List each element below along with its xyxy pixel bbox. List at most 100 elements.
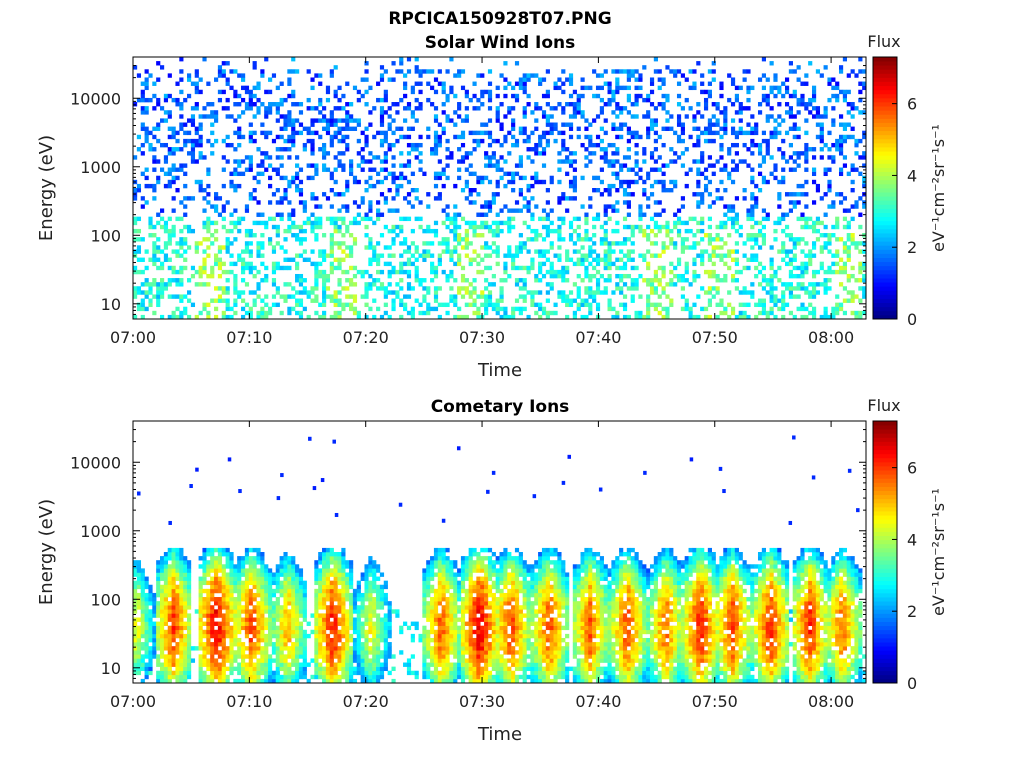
heatmap-cell <box>464 245 469 250</box>
heatmap-cell <box>823 306 828 312</box>
heatmap-cell <box>187 245 192 250</box>
heatmap-cell <box>788 257 793 262</box>
heatmap-cell <box>846 245 851 250</box>
heatmap-cell <box>746 85 751 91</box>
heatmap-cell <box>233 147 238 152</box>
heatmap-cell <box>792 237 797 242</box>
heatmap-cell <box>349 233 354 238</box>
heatmap-cell <box>210 654 215 659</box>
heatmap-cell <box>449 269 454 275</box>
heatmap-cell <box>202 196 207 201</box>
heatmap-cell <box>734 167 739 172</box>
heatmap-cell <box>723 106 728 111</box>
heatmap-cell <box>646 204 651 209</box>
heatmap-cell <box>260 580 265 586</box>
heatmap-cell <box>804 102 809 107</box>
heatmap-cell <box>302 204 307 209</box>
heatmap-cell <box>148 662 153 667</box>
heatmap-cell <box>295 233 300 238</box>
heatmap-cell <box>819 155 824 160</box>
heatmap-cell <box>541 261 547 267</box>
colorbar-swatch <box>873 306 897 312</box>
heatmap-cell <box>202 674 207 680</box>
heatmap-cell <box>179 298 184 303</box>
y-tick-label: 1000 <box>80 158 121 177</box>
heatmap-cell <box>341 163 346 168</box>
heatmap-cell <box>622 200 628 205</box>
heatmap-cell <box>260 678 265 684</box>
colorbar-swatch <box>873 302 897 308</box>
heatmap-cell <box>476 224 481 230</box>
heatmap-cell <box>144 621 149 626</box>
heatmap-cell <box>619 183 624 189</box>
heatmap-cell <box>738 85 743 91</box>
heatmap-cell <box>376 171 381 177</box>
heatmap-cell <box>256 670 261 676</box>
heatmap-cell <box>298 290 304 295</box>
heatmap-cell <box>136 228 142 234</box>
heatmap-cell <box>406 69 412 74</box>
heatmap-cell <box>233 666 238 672</box>
heatmap-cell <box>445 216 450 222</box>
heatmap-cell <box>214 118 219 123</box>
heatmap-cell <box>248 102 253 107</box>
heatmap-cell <box>622 253 628 258</box>
heatmap-cell <box>133 601 138 606</box>
heatmap-cell <box>160 597 165 602</box>
heatmap-cell <box>727 253 732 258</box>
heatmap-cell <box>183 588 188 594</box>
heatmap-cell <box>727 290 732 295</box>
heatmap-cell <box>619 265 624 271</box>
heatmap-cell <box>595 282 601 287</box>
heatmap-cell <box>406 216 412 222</box>
heatmap-cell <box>765 151 770 156</box>
heatmap-cell <box>765 102 770 107</box>
heatmap-cell <box>368 282 373 287</box>
heatmap-cell <box>738 224 743 230</box>
heatmap-cell <box>202 282 207 287</box>
heatmap-cell <box>784 77 790 82</box>
heatmap-cell <box>804 269 809 275</box>
heatmap-cell <box>225 666 230 672</box>
heatmap-cell <box>846 134 851 140</box>
heatmap-cell <box>673 159 678 164</box>
heatmap-cell <box>194 609 199 614</box>
heatmap-cell <box>835 85 840 91</box>
heatmap-cell <box>476 212 481 217</box>
heatmap-cell <box>260 241 265 246</box>
heatmap-cell <box>160 642 165 647</box>
heatmap-cell <box>831 310 836 316</box>
heatmap-cell <box>700 81 705 86</box>
heatmap-cell <box>838 65 844 70</box>
heatmap-cell <box>356 122 361 127</box>
heatmap-cell <box>156 678 161 684</box>
heatmap-cell <box>345 253 350 258</box>
heatmap-cell <box>696 142 701 148</box>
heatmap-cell <box>206 171 211 177</box>
heatmap-cell <box>846 102 851 107</box>
heatmap-cell <box>507 314 512 320</box>
heatmap-cell <box>811 93 817 99</box>
heatmap-cell <box>661 208 666 213</box>
heatmap-cell <box>584 85 589 91</box>
heatmap-cell <box>291 134 296 140</box>
heatmap-cell <box>221 208 226 213</box>
heatmap-cell <box>217 674 223 680</box>
heatmap-cell <box>761 155 766 160</box>
heatmap-cell <box>653 286 658 291</box>
heatmap-cell <box>653 200 658 205</box>
heatmap-cell <box>804 241 809 246</box>
heatmap-cell <box>136 670 142 676</box>
heatmap-cell <box>264 646 269 651</box>
heatmap-cell <box>630 241 635 246</box>
heatmap-cell <box>349 163 354 168</box>
heatmap-cell <box>453 216 458 222</box>
colorbar-swatch <box>873 163 897 168</box>
heatmap-cell <box>619 106 624 111</box>
heatmap-cell <box>815 183 821 189</box>
heatmap-cell <box>769 171 774 177</box>
heatmap-cell <box>364 245 369 250</box>
heatmap-cell <box>495 179 500 185</box>
heatmap-cell <box>275 155 280 160</box>
heatmap-cell <box>275 212 280 217</box>
